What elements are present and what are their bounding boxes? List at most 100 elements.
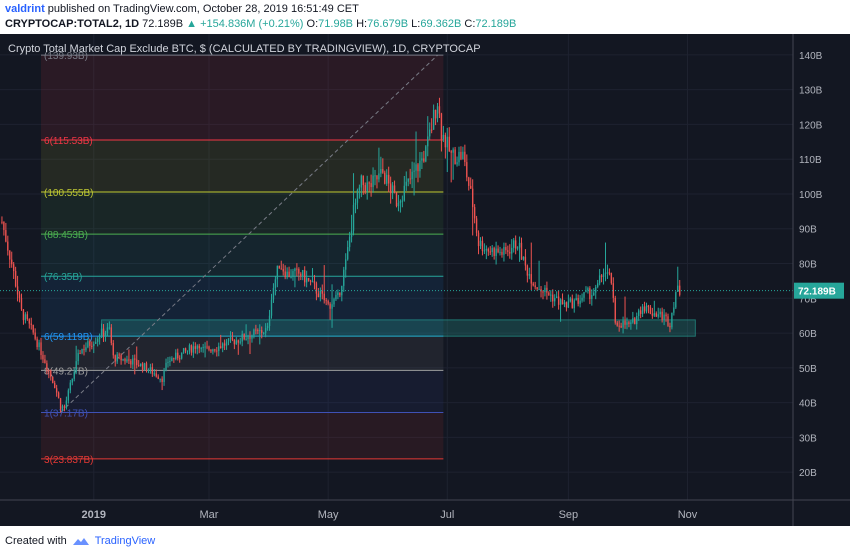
candle-body — [48, 369, 50, 371]
candle-body — [464, 151, 466, 163]
candle-body — [243, 334, 245, 340]
candle-body — [55, 388, 58, 393]
candle-body — [221, 343, 224, 348]
candle-body — [286, 271, 288, 278]
fib-band — [41, 276, 444, 337]
candle-body — [489, 251, 491, 253]
candle-body — [538, 289, 540, 291]
candle-body — [528, 274, 531, 276]
candle-body — [513, 240, 515, 248]
candle-body — [57, 392, 60, 399]
candle-body — [32, 324, 34, 333]
candle-body — [36, 338, 38, 348]
price-axis-tick-label: 140B — [799, 51, 823, 62]
fib-level-label: 8(49.27B) — [44, 366, 88, 377]
candle-body — [679, 285, 681, 295]
candle-body — [141, 363, 144, 370]
candle-body — [98, 337, 101, 339]
candle-body — [645, 305, 648, 312]
candle-body — [331, 304, 333, 309]
price-axis-tick-label: 120B — [799, 120, 823, 131]
price-axis-tick-label: 40B — [799, 399, 817, 410]
fib-retracement: (139.93B) 6(115.53B) (100.555B) (88.453B) (7… — [41, 51, 444, 466]
candle-body — [620, 325, 622, 328]
candle-body — [200, 348, 202, 350]
candle-body — [630, 322, 632, 324]
candle-body — [391, 185, 394, 194]
time-axis-tick-label: Jul — [440, 509, 454, 521]
candle-body — [165, 362, 167, 371]
candle-body — [1, 221, 3, 223]
candle-body — [423, 158, 425, 162]
candle-body — [180, 352, 183, 359]
candle-body — [102, 328, 105, 336]
candle-body — [485, 248, 488, 251]
price-axis-tick-label: 80B — [799, 260, 817, 271]
candle-body — [667, 316, 669, 326]
candle-body — [11, 259, 13, 265]
candle-body — [266, 325, 269, 329]
candle-body — [641, 306, 644, 314]
candle-body — [534, 285, 536, 288]
high-value: 76.679B — [367, 18, 409, 30]
candle-body — [618, 325, 620, 327]
trend-line — [60, 54, 438, 413]
candle-body — [427, 136, 429, 147]
candle-body — [565, 302, 568, 308]
candle-body — [261, 330, 263, 333]
candle-body — [356, 190, 359, 203]
candle-body — [384, 172, 386, 184]
candle-body — [555, 296, 558, 299]
candle-body — [311, 281, 314, 283]
candle-body — [526, 265, 529, 276]
candle-body — [210, 349, 212, 352]
candle-body — [374, 175, 376, 177]
fib-band — [41, 139, 444, 193]
candle-body — [9, 250, 11, 260]
candle-body — [636, 315, 638, 325]
candle-body — [473, 207, 476, 219]
candle-body — [216, 350, 218, 352]
candle-body — [104, 332, 107, 336]
candle-body — [397, 202, 400, 207]
candle-body — [567, 301, 570, 308]
candle-body — [173, 358, 175, 360]
candle-body — [595, 287, 597, 293]
candle-body — [218, 346, 220, 351]
candle-body — [348, 236, 351, 248]
candle-body — [354, 202, 357, 205]
candle-body — [417, 164, 419, 172]
candle-body — [598, 275, 601, 284]
candle-body — [296, 268, 298, 270]
candle-body — [563, 302, 566, 305]
candle-body — [280, 268, 282, 270]
candle-body — [413, 170, 415, 172]
fib-level-label: 6(59.119B) — [44, 332, 93, 343]
candle-body — [24, 314, 27, 321]
price-chart[interactable]: (139.93B) 6(115.53B) (100.555B) (88.453B) (7… — [0, 34, 850, 526]
author-link[interactable]: valdrint — [5, 3, 45, 15]
candle-body — [442, 134, 445, 140]
candle-body — [661, 311, 663, 320]
candle-body — [345, 259, 347, 270]
candle-body — [237, 340, 239, 343]
candle-body — [81, 348, 83, 354]
candle-body — [593, 292, 595, 296]
price-axis-tick-label: 20B — [799, 468, 817, 479]
candle-body — [16, 286, 19, 295]
candle-body — [253, 329, 255, 336]
candle-body — [544, 287, 546, 293]
candle-body — [421, 158, 423, 161]
candle-body — [198, 345, 200, 349]
candle-body — [487, 248, 489, 252]
tradingview-brand-link[interactable]: TradingView — [94, 535, 156, 547]
support-zone-rect — [101, 319, 696, 337]
chart-panel[interactable]: (139.93B) 6(115.53B) (100.555B) (88.453B) (7… — [0, 34, 850, 526]
candle-body — [202, 347, 204, 349]
candle-body — [313, 281, 316, 284]
candle-body — [61, 406, 64, 409]
candle-body — [659, 311, 661, 315]
grid-lines — [0, 34, 793, 500]
candle-body — [231, 337, 234, 340]
candle-body — [554, 298, 556, 302]
